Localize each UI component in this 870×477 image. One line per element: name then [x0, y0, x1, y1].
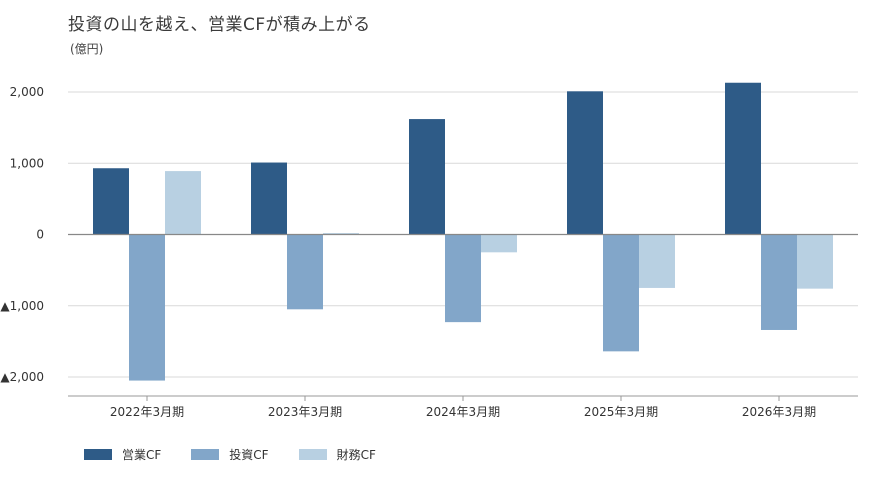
legend-label-investing: 投資CF	[229, 448, 269, 462]
y-tick-label: ▲1,000	[0, 299, 44, 313]
legend-label-financing: 財務CF	[336, 448, 376, 462]
bar-operating	[725, 82, 761, 235]
y-tick-label: 2,000	[10, 85, 44, 99]
x-tick-label: 2026年3月期	[742, 405, 816, 419]
x-tick-label: 2025年3月期	[584, 405, 658, 419]
bar-operating	[93, 168, 129, 235]
legend-label-operating: 営業CF	[122, 448, 162, 462]
unit-label: (億円)	[70, 42, 104, 56]
bar-investing	[761, 234, 797, 330]
y-tick-label: ▲2,000	[0, 370, 44, 384]
y-tick-label: 1,000	[10, 156, 44, 170]
bar-operating	[567, 91, 603, 235]
bar-investing	[445, 234, 481, 323]
legend-item-financing: 財務CF	[298, 446, 376, 463]
bar-investing	[603, 234, 639, 352]
bar-investing	[129, 234, 165, 381]
legend-swatch-financing	[298, 449, 327, 460]
chart-legend: 営業CF 投資CF 財務CF	[84, 446, 406, 463]
bar-financing	[797, 234, 833, 289]
y-tick-label: 0	[36, 228, 44, 242]
bar-investing	[287, 234, 323, 310]
legend-swatch-investing	[191, 449, 220, 460]
bar-financing	[481, 234, 517, 253]
bar-financing	[639, 234, 675, 288]
x-tick-label: 2023年3月期	[268, 405, 342, 419]
x-tick-label: 2024年3月期	[426, 405, 500, 419]
legend-swatch-operating	[84, 449, 112, 460]
chart-title: 投資の山を越え、営業CFが積み上がる	[68, 15, 371, 35]
legend-item-investing: 投資CF	[191, 446, 269, 463]
x-tick-label: 2022年3月期	[110, 405, 184, 419]
bar-operating	[409, 119, 445, 235]
bar-operating	[251, 162, 287, 235]
bar-financing	[323, 233, 359, 235]
bar-financing	[165, 171, 201, 235]
legend-item-operating: 営業CF	[84, 446, 161, 463]
